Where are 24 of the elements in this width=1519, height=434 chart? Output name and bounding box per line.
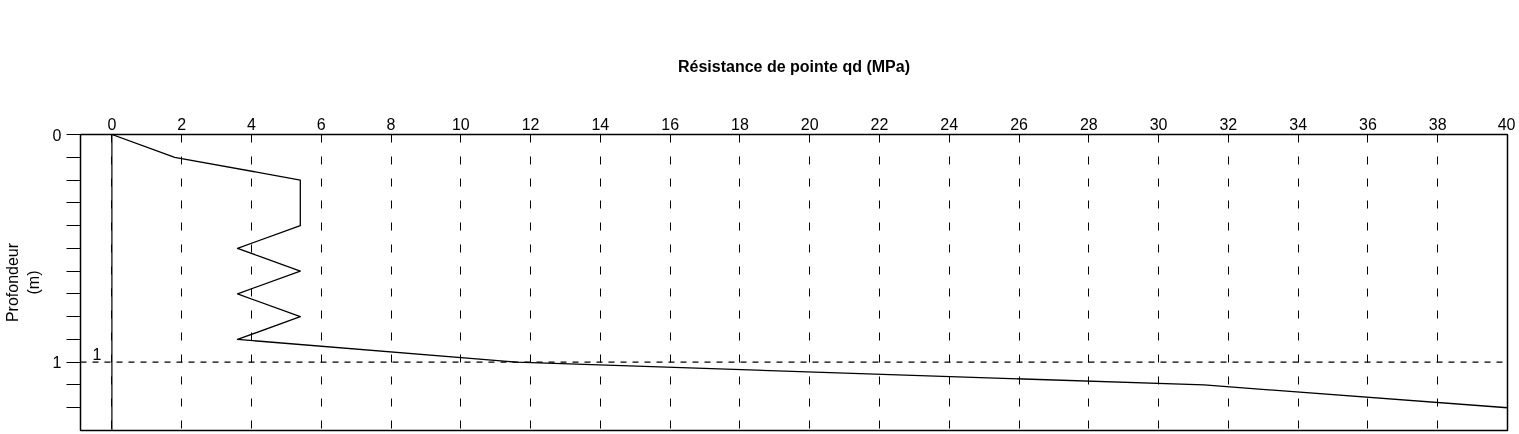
x-axis-title: Résistance de pointe qd (MPa): [677, 57, 911, 75]
x-tick-label: 16: [661, 115, 680, 133]
x-tick-label: 2: [177, 115, 187, 133]
x-tick-label: 36: [1359, 115, 1377, 133]
x-tick-label: 8: [386, 115, 396, 133]
x-tick-label: 18: [731, 115, 749, 133]
ref-line-label: 1: [92, 346, 102, 364]
x-tick-label: 40: [1497, 115, 1516, 133]
x-tick-label: 20: [800, 115, 819, 133]
x-tick-label: 32: [1219, 115, 1238, 133]
y-axis-title: Profondeur (m): [4, 242, 42, 323]
x-tick-label: 30: [1149, 115, 1168, 133]
x-tick-label: 34: [1289, 115, 1308, 133]
x-tick-label: 14: [591, 115, 610, 133]
x-tick-label: 26: [1010, 115, 1029, 133]
x-tick-label: 6: [316, 115, 326, 133]
x-tick-label: 22: [870, 115, 889, 133]
x-tick-label: 38: [1428, 115, 1447, 133]
x-tick-label: 12: [521, 115, 540, 133]
x-tick-label: 4: [247, 115, 257, 133]
x-tick-label: 24: [940, 115, 959, 133]
x-tick-label: 10: [451, 115, 470, 133]
x-tick-label: 0: [107, 115, 117, 133]
x-tick-label: 28: [1079, 115, 1098, 133]
